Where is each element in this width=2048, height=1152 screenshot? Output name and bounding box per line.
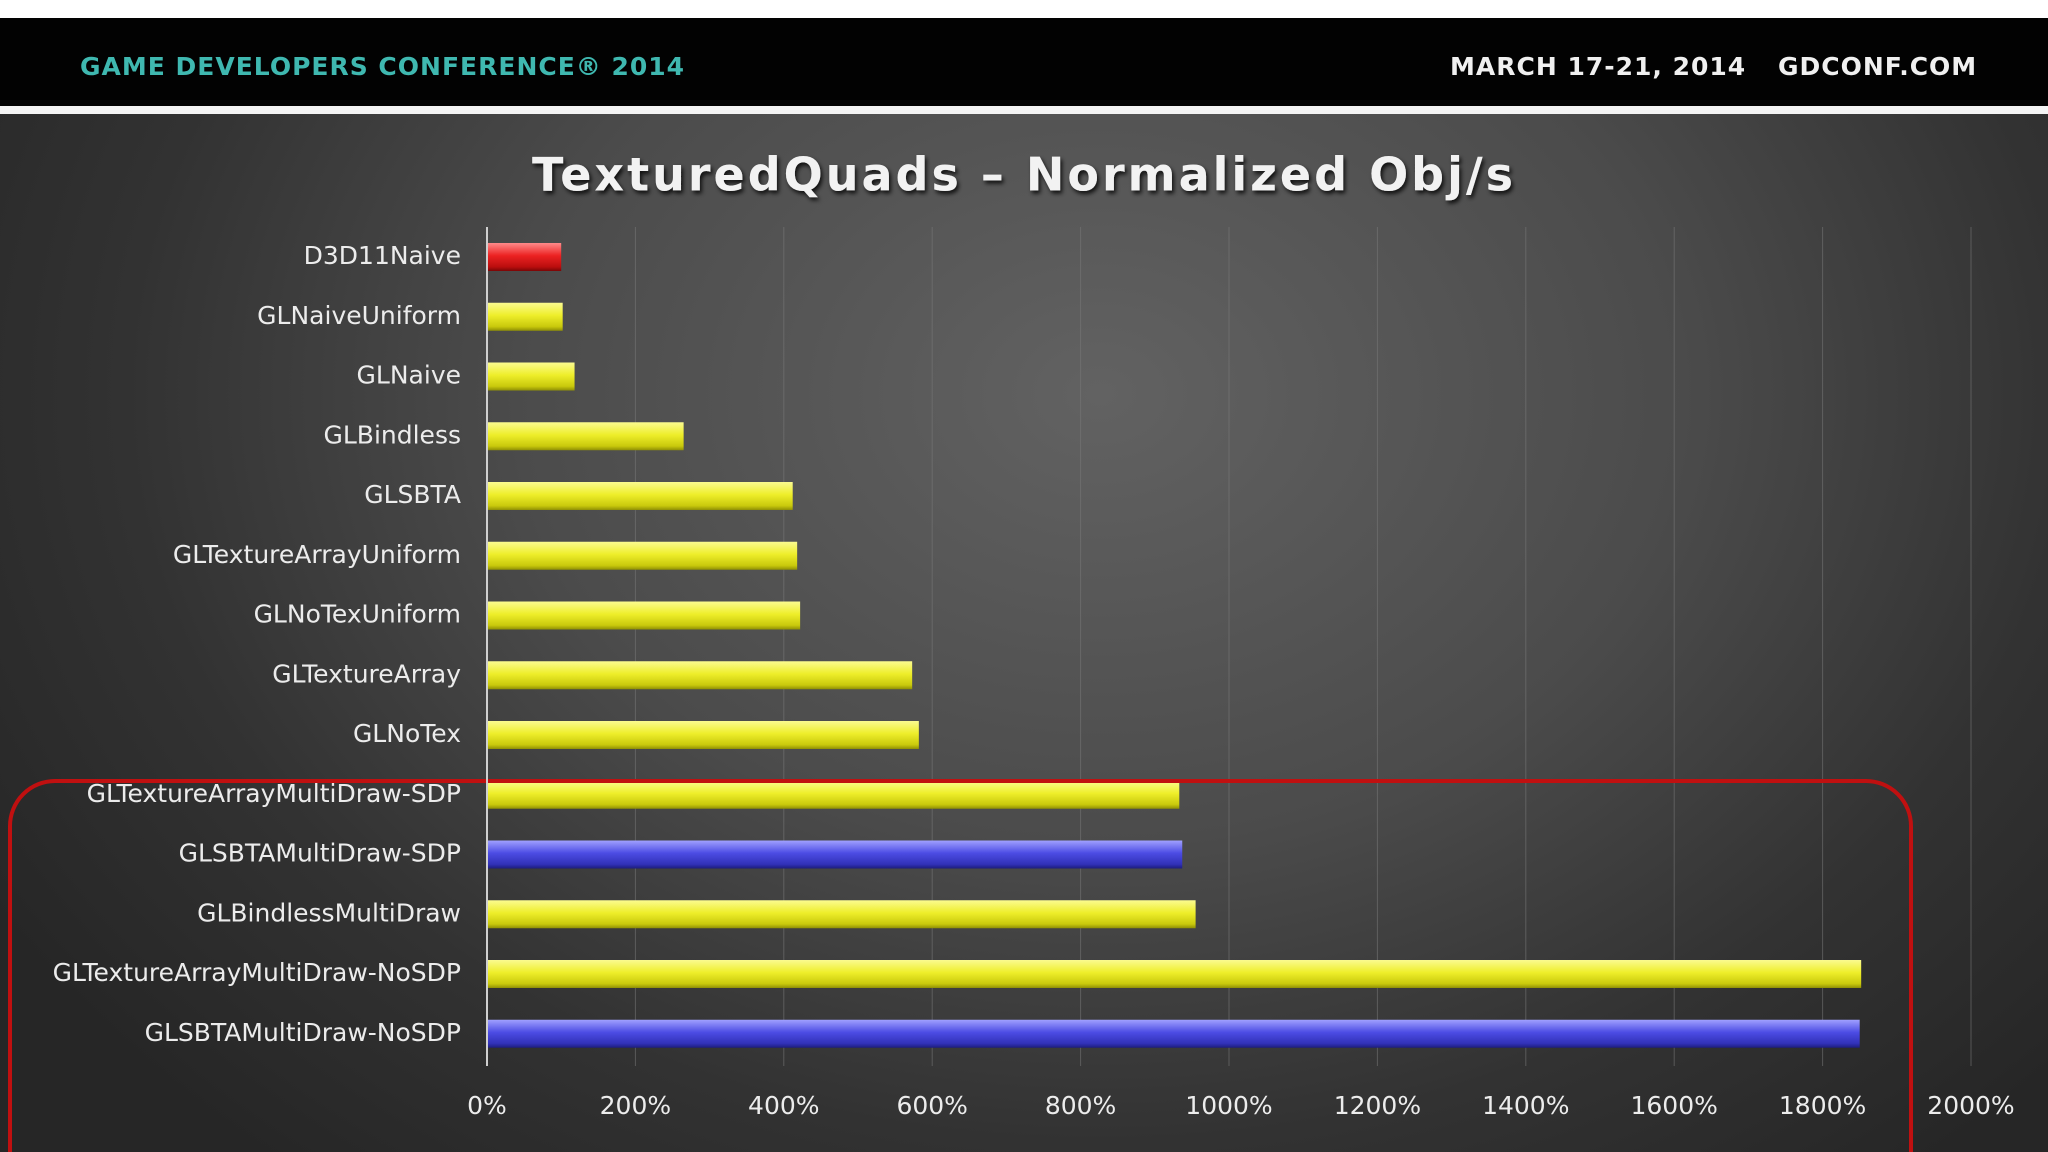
bar-gltexturearraymultidraw-sdp [487,780,1180,809]
bar-glnotex [487,721,919,749]
category-label: GLNaiveUniform [257,301,461,330]
bar-gltexturearrayuniform [487,541,798,570]
highlight-outline [8,779,1913,1152]
x-tick-label: 1000% [1185,1091,1272,1120]
category-label: GLTextureArray [272,659,461,688]
category-label: GLNaive [357,361,461,390]
gridlines [634,227,1972,1066]
bar-gltexturearray [487,661,913,690]
x-tick-label: 400% [748,1091,819,1120]
top-strip [0,0,2048,18]
conference-header [0,18,2048,106]
x-tick-label: 1600% [1631,1091,1718,1120]
category-label: GLSBTA [364,480,461,509]
category-label: GLTextureArrayUniform [173,540,461,569]
conference-dates: MARCH 17-21, 2014 [1450,52,1747,81]
bar-gltexturearraymultidraw-nosdp [487,960,1862,988]
conference-url: GDCONF.COM [1778,52,1978,81]
bar-glsbta [487,482,793,510]
category-label: GLNoTex [353,719,461,748]
bars [487,243,1862,1048]
bar-glsbtamultidraw-sdp [487,840,1183,869]
bar-glbindless [487,422,684,451]
bar-glnotexuniform [487,601,801,630]
bar-glnaive [487,362,575,391]
chart-title: TexturedQuads – Normalized Obj/s [532,148,1516,202]
x-tick-label: 2000% [1927,1091,2014,1120]
x-tick-label: 1800% [1779,1091,1866,1120]
x-tick-label: 800% [1045,1091,1116,1120]
bar-glnaiveuniform [487,302,563,331]
x-axis-ticks: 0% 200% 400% 600% 800% 1000% 1200% 1400% 1600% 18… [467,1091,2015,1120]
category-label: GLSBTAMultiDraw-SDP [179,839,461,868]
category-labels: D3D11Naive GLNaiveUniform GLNaive GLBindles… [53,241,462,1047]
x-tick-label: 600% [896,1091,967,1120]
header-separator [0,106,2048,114]
conference-name: GAME DEVELOPERS CONFERENCE® 2014 [80,52,686,81]
x-tick-label: 200% [600,1091,671,1120]
category-label: GLSBTAMultiDraw-NoSDP [145,1018,461,1047]
category-label: GLTextureArrayMultiDraw-SDP [87,779,461,808]
x-tick-label: 0% [467,1091,507,1120]
bar-chart: TexturedQuads – Normalized Obj/s D3D11Na… [8,148,2015,1152]
category-label: GLNoTexUniform [254,600,461,629]
bar-d3d11naive [487,243,562,271]
category-label: GLBindlessMultiDraw [197,898,461,927]
x-tick-label: 1200% [1334,1091,1421,1120]
category-label: GLBindless [324,420,462,449]
bar-glbindlessmultidraw [487,900,1196,929]
category-label: GLTextureArrayMultiDraw-NoSDP [53,958,461,987]
bar-glsbtamultidraw-nosdp [487,1019,1860,1048]
chart-area: TexturedQuads – Normalized Obj/s D3D11Na… [0,114,2048,1152]
x-tick-label: 1400% [1482,1091,1569,1120]
category-label: D3D11Naive [304,241,461,270]
